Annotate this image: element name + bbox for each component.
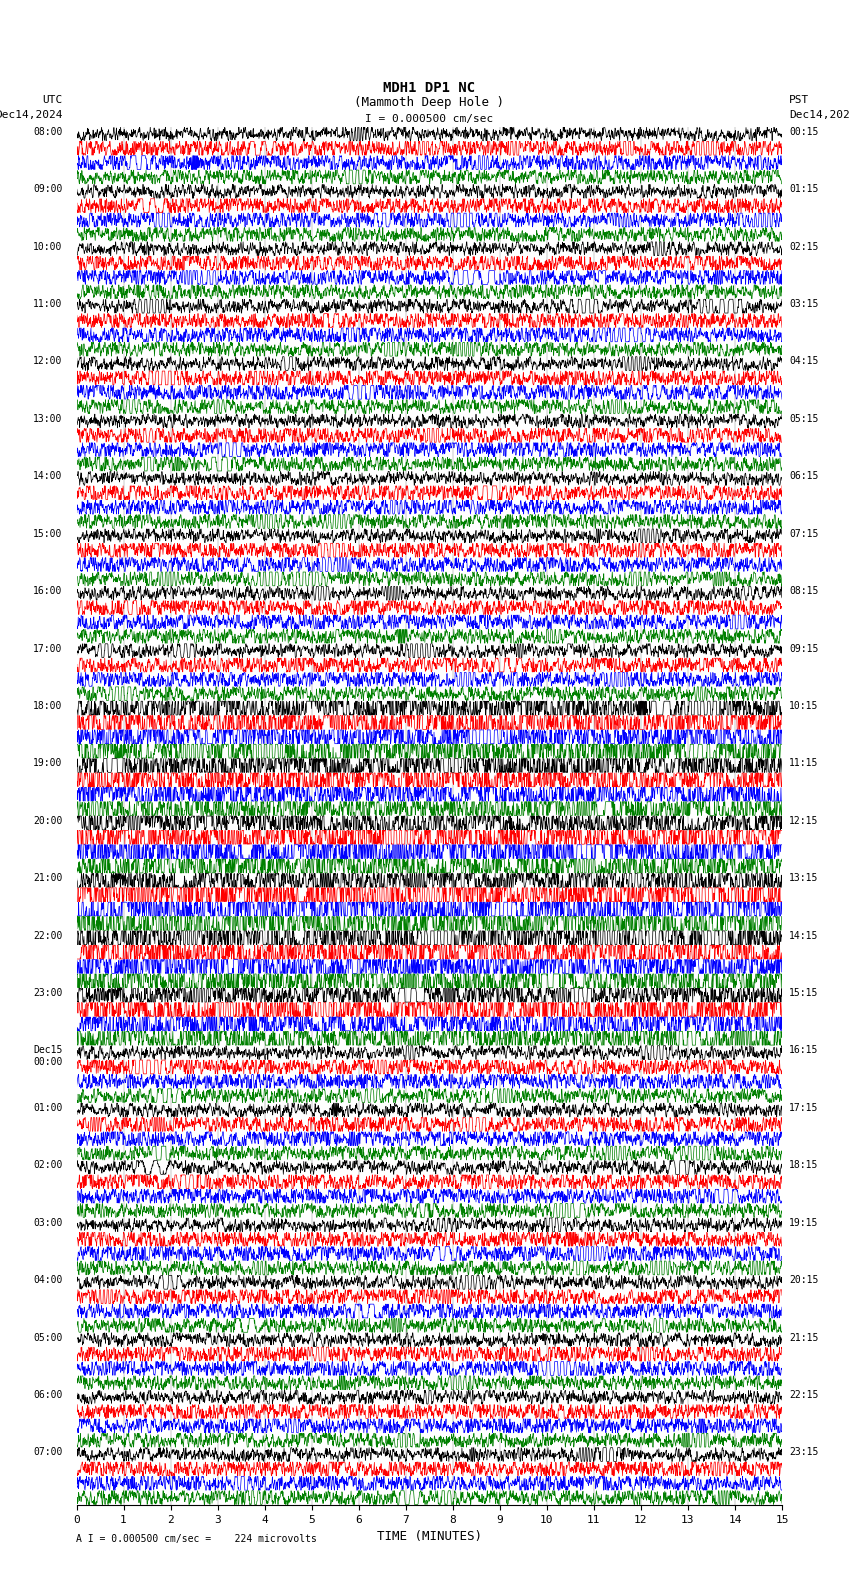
Text: 12:15: 12:15 [789, 816, 819, 825]
Text: 03:00: 03:00 [33, 1218, 62, 1228]
Text: UTC: UTC [42, 95, 62, 105]
Text: 05:15: 05:15 [789, 413, 819, 425]
Text: 00:15: 00:15 [789, 127, 819, 136]
Text: 01:00: 01:00 [33, 1102, 62, 1114]
Text: 11:15: 11:15 [789, 759, 819, 768]
Text: Dec14,2024: Dec14,2024 [789, 109, 850, 119]
Text: 22:15: 22:15 [789, 1391, 819, 1400]
Text: 13:15: 13:15 [789, 873, 819, 884]
Text: 03:15: 03:15 [789, 299, 819, 309]
Text: 06:15: 06:15 [789, 472, 819, 482]
Text: 04:00: 04:00 [33, 1275, 62, 1285]
Text: 02:00: 02:00 [33, 1159, 62, 1171]
Text: MDH1 DP1 NC: MDH1 DP1 NC [383, 81, 475, 95]
Text: Dec15
00:00: Dec15 00:00 [33, 1045, 62, 1068]
Text: 12:00: 12:00 [33, 356, 62, 366]
Text: 22:00: 22:00 [33, 930, 62, 941]
Text: 19:15: 19:15 [789, 1218, 819, 1228]
Text: 19:00: 19:00 [33, 759, 62, 768]
Text: 10:15: 10:15 [789, 700, 819, 711]
Text: A I = 0.000500 cm/sec =    224 microvolts: A I = 0.000500 cm/sec = 224 microvolts [76, 1533, 317, 1543]
Text: 20:15: 20:15 [789, 1275, 819, 1285]
Text: 09:00: 09:00 [33, 184, 62, 195]
Text: 14:15: 14:15 [789, 930, 819, 941]
Text: 02:15: 02:15 [789, 242, 819, 252]
Text: 07:15: 07:15 [789, 529, 819, 539]
Text: 16:00: 16:00 [33, 586, 62, 596]
Text: 13:00: 13:00 [33, 413, 62, 425]
Text: 04:15: 04:15 [789, 356, 819, 366]
Text: 23:15: 23:15 [789, 1448, 819, 1457]
Text: 15:00: 15:00 [33, 529, 62, 539]
Text: 11:00: 11:00 [33, 299, 62, 309]
Text: 18:15: 18:15 [789, 1159, 819, 1171]
Text: 10:00: 10:00 [33, 242, 62, 252]
Text: 20:00: 20:00 [33, 816, 62, 825]
Text: 09:15: 09:15 [789, 643, 819, 654]
Text: 16:15: 16:15 [789, 1045, 819, 1055]
Text: 01:15: 01:15 [789, 184, 819, 195]
Text: 17:15: 17:15 [789, 1102, 819, 1114]
Text: 18:00: 18:00 [33, 700, 62, 711]
Text: 08:15: 08:15 [789, 586, 819, 596]
Text: 14:00: 14:00 [33, 472, 62, 482]
Text: 06:00: 06:00 [33, 1391, 62, 1400]
Text: PST: PST [789, 95, 809, 105]
Text: I = 0.000500 cm/sec: I = 0.000500 cm/sec [366, 114, 493, 124]
Text: (Mammoth Deep Hole ): (Mammoth Deep Hole ) [354, 97, 504, 109]
Text: Dec14,2024: Dec14,2024 [0, 109, 62, 119]
Text: 23:00: 23:00 [33, 988, 62, 998]
Text: 17:00: 17:00 [33, 643, 62, 654]
Text: 08:00: 08:00 [33, 127, 62, 136]
Text: 15:15: 15:15 [789, 988, 819, 998]
Text: 07:00: 07:00 [33, 1448, 62, 1457]
X-axis label: TIME (MINUTES): TIME (MINUTES) [377, 1530, 482, 1543]
Text: 21:00: 21:00 [33, 873, 62, 884]
Text: 05:00: 05:00 [33, 1332, 62, 1343]
Text: 21:15: 21:15 [789, 1332, 819, 1343]
